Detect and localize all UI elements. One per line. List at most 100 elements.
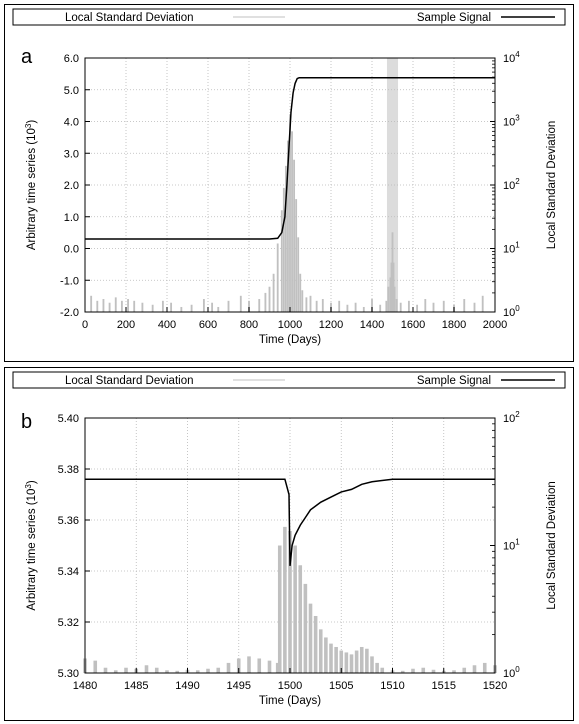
deviation-bar (482, 662, 487, 673)
deviation-bar (481, 295, 484, 312)
y-right-tick-base: 10 (503, 668, 515, 680)
x-tick-label: 1800 (442, 319, 466, 331)
deviation-bar (267, 660, 272, 673)
signal-line (85, 478, 495, 566)
x-tick-label: 0 (82, 319, 88, 331)
deviation-bar (309, 295, 312, 312)
deviation-bar (268, 286, 271, 312)
chart-panel-a: Local Standard Deviation Sample Signal a 0 2… (4, 4, 574, 362)
deviation-bar (165, 670, 169, 673)
y-right-tick-base: 10 (503, 413, 515, 425)
deviation-bar (370, 656, 374, 673)
y-right-tick-base: 10 (503, 541, 515, 553)
y-right-tick-exp: 2 (515, 410, 520, 419)
deviation-bar (395, 299, 398, 312)
y-left-axis-label-sup: 3 (24, 484, 33, 489)
deviation-bar (424, 299, 427, 312)
y-right-tick-label: 101 (503, 241, 520, 256)
x-tick-label: 400 (158, 319, 176, 331)
deviation-bar (359, 646, 364, 673)
deviation-bar (308, 603, 313, 673)
deviation-bar (391, 232, 394, 312)
deviation-bar (247, 656, 251, 673)
deviation-bar (120, 300, 123, 312)
y-left-tick-label: 5.38 (58, 464, 79, 476)
deviation-bar (291, 131, 293, 312)
x-tick-label: 1400 (360, 319, 384, 331)
legend-box (12, 8, 566, 26)
y-right-tick-base: 10 (503, 117, 515, 129)
deviation-bar (239, 295, 242, 312)
legend-label-signal: Sample Signal (417, 12, 491, 24)
x-tick-label: 2000 (483, 319, 507, 331)
deviation-bar (248, 300, 250, 312)
deviation-bar (236, 658, 241, 673)
x-tick-label: 600 (199, 319, 217, 331)
deviation-bar (349, 654, 354, 673)
y-left-axis-label-main: Arbitrary time series (10 (26, 128, 38, 250)
deviation-bar (141, 302, 144, 312)
deviation-bar (303, 583, 308, 673)
deviation-bar (217, 306, 220, 312)
panel-letter: a (21, 46, 33, 68)
deviation-bar (282, 187, 285, 312)
y-left-tick-label: 2.0 (64, 180, 79, 192)
y-right-axis-label: Local Standard Deviation (546, 121, 558, 250)
deviation-bar (264, 292, 267, 312)
x-tick-label: 1490 (175, 680, 199, 692)
deviation-bar (93, 660, 98, 673)
y-left-axis-label: Arbitrary time series (103) (24, 480, 38, 611)
deviation-bar (329, 643, 333, 673)
deviation-bar (202, 299, 205, 312)
deviation-bar (375, 662, 379, 673)
deviation-bar (315, 300, 318, 312)
deviation-bar (305, 297, 308, 312)
y-left-tick-label: 5.30 (58, 668, 79, 680)
deviation-bar (284, 165, 287, 312)
x-tick-label: 200 (117, 319, 135, 331)
deviation-bar (180, 306, 183, 312)
x-tick-label: 1495 (227, 680, 251, 692)
deviation-bar (227, 300, 230, 312)
deviation-bar (338, 300, 341, 312)
deviation-bar (346, 304, 349, 312)
deviation-bar (154, 667, 159, 673)
y-left-tick-label: 4.0 (64, 117, 79, 129)
deviation-bar (318, 629, 323, 673)
deviation-bar (380, 667, 385, 673)
deviation-bar (96, 300, 99, 312)
legend-label-deviation: Local Standard Deviation (65, 12, 194, 24)
y-right-tick-base: 10 (503, 244, 515, 256)
y-right-tick-exp: 0 (515, 304, 520, 313)
deviation-bar (280, 210, 283, 312)
deviation-bar (354, 650, 359, 673)
y-left-axis-label-main: Arbitrary time series (10 (26, 489, 38, 611)
legend-label-signal: Sample Signal (417, 375, 491, 387)
deviation-bar (293, 159, 296, 312)
deviation-bar (365, 648, 369, 673)
y-left-tick-label: -2.0 (60, 307, 79, 319)
x-tick-label: 1505 (329, 680, 353, 692)
deviation-bar (257, 658, 262, 673)
deviation-bar (463, 299, 466, 312)
deviation-bar (321, 299, 324, 312)
deviation-bar (344, 652, 349, 673)
y-left-tick-label: 6.0 (64, 53, 79, 65)
y-right-tick-label: 100 (503, 304, 520, 319)
deviation-bar (206, 668, 210, 673)
panel-letter: b (21, 411, 32, 433)
y-right-tick-base: 10 (503, 180, 515, 192)
x-tick-label: 1520 (483, 680, 507, 692)
x-tick-label: 1600 (401, 319, 425, 331)
deviation-bar (275, 662, 280, 673)
deviation-bar (393, 286, 396, 312)
y-left-axis-label-close: ) (26, 120, 38, 124)
deviation-bar (283, 526, 287, 673)
deviation-bar (362, 306, 365, 312)
deviation-bar (407, 300, 410, 312)
deviation-bar (421, 667, 426, 673)
y-left-tick-label: 5.34 (58, 566, 79, 578)
deviation-bar (379, 304, 382, 312)
deviation-bar (151, 304, 154, 312)
y-left-tick-label: 5.0 (64, 85, 79, 97)
